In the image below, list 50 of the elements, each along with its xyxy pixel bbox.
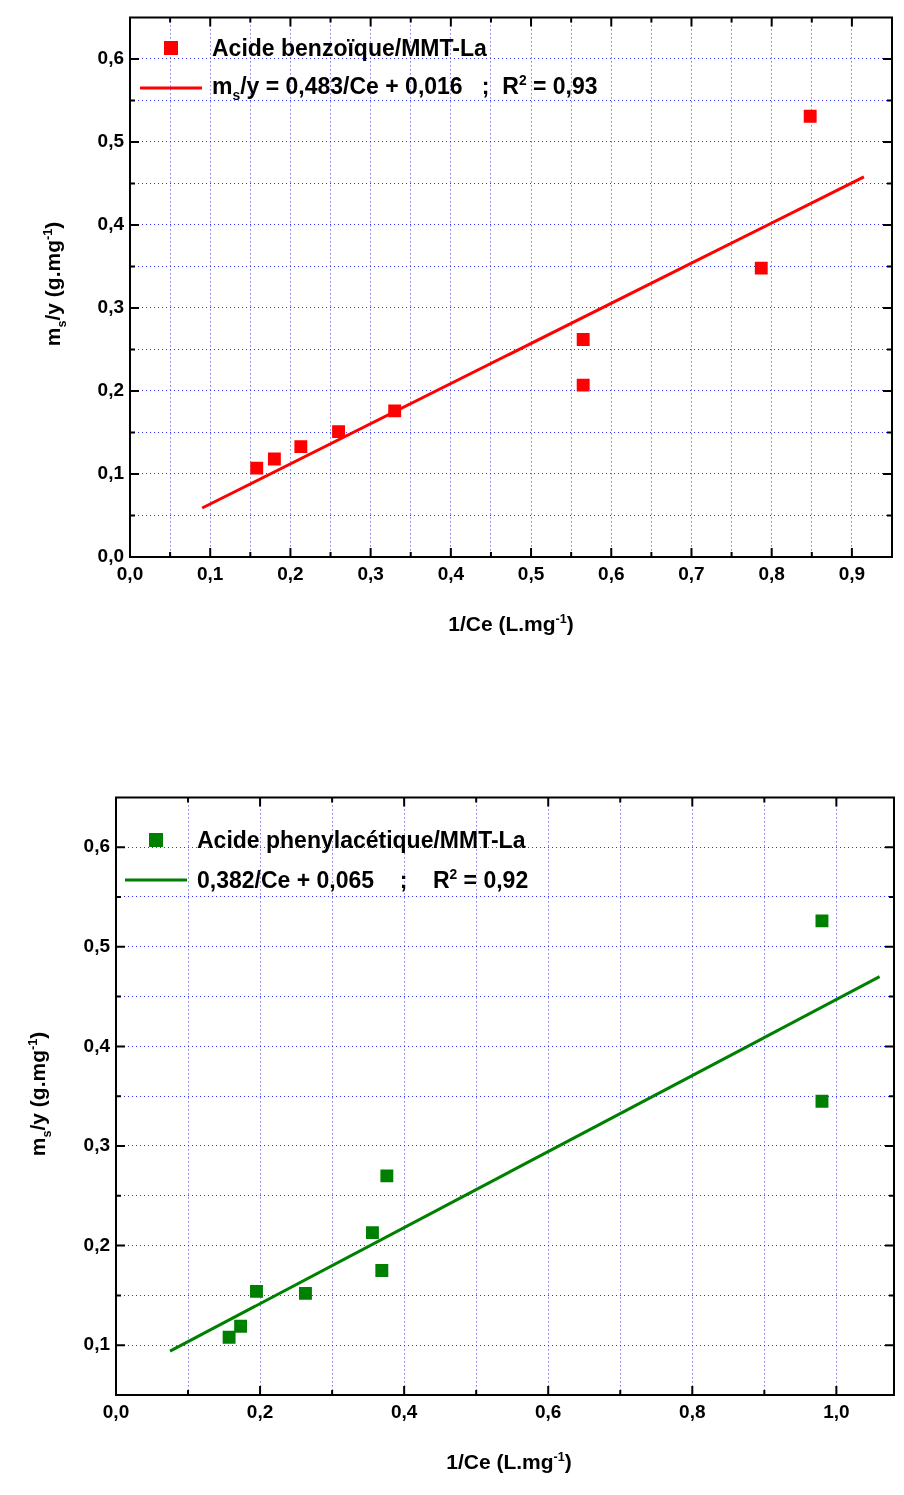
point [250,1284,263,1298]
x-tick-label: 0,7 [678,562,705,584]
y-tick-label: 0,5 [83,935,111,957]
point [815,1094,829,1108]
legend-label: m$_{s}$/y = 0,483/Ce + 0,016 ; R$^{2}$ = 0,93 [212,73,598,103]
x-tick-label: 0,5 [517,562,545,584]
x-tick-label: 0,1 [197,562,224,584]
y-tick-label: 0,5 [97,130,125,152]
x-tick-label: 0,3 [357,562,384,584]
x-tick-label: 0,2 [246,1400,274,1422]
x-axis-title: 1/Ce (L.mg$^{-1}$) [448,612,574,636]
point [294,440,308,454]
point [388,404,402,418]
point [234,1319,248,1333]
y-tick-label: 0,3 [97,296,124,318]
x-tick-label: 0,9 [838,562,866,584]
legend-label: Acide benzoïque/MMT-La [212,34,487,62]
x-tick-label: 0,2 [277,562,304,584]
y-tick-label: 0,1 [83,1333,111,1355]
x-tick-label: 0,8 [679,1400,706,1422]
x-tick-label: 0,6 [598,562,625,584]
point [299,1286,312,1300]
y-tick-label: 0,2 [97,379,124,401]
legend-label: Acide phenylacétique/MMT-La [197,826,526,854]
x-tick-label: 1,0 [823,1400,850,1422]
x-tick-label: 0,6 [535,1400,562,1422]
y-tick-label: 0,1 [97,462,125,484]
point [754,261,768,275]
x-tick-label: 0,4 [390,1400,418,1422]
x-tick-label: 0,4 [437,562,465,584]
y-tick-label: 0,6 [83,835,110,857]
point [380,1169,394,1183]
y-tick-label: 0,4 [83,1034,111,1056]
point [366,1226,379,1240]
y-tick-label: 0,4 [97,213,125,235]
point [815,914,829,928]
point [375,1264,389,1277]
point [250,461,264,475]
x-axis-title: 1/Ce (L.mg$^{-1}$) [446,1450,572,1474]
x-tick-label: 0,8 [758,562,785,584]
point [803,109,817,123]
point [332,425,345,439]
y-tick-label: 0,2 [83,1233,110,1255]
point [576,333,590,346]
y-tick-label: 0,3 [83,1134,110,1156]
y-tick-label: 0,6 [97,47,124,69]
legend-label: 0,382/Ce + 0,065 ; R$^{2}$ = 0,92 [197,866,529,894]
point [222,1330,236,1344]
point [576,378,590,392]
point [267,452,281,466]
